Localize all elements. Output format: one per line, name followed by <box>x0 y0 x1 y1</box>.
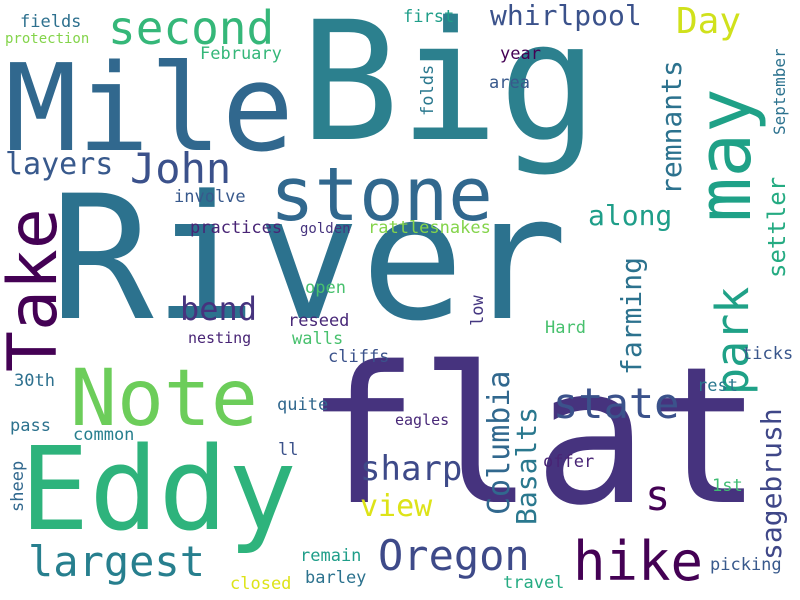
word-ticks: ticks <box>742 344 794 364</box>
word-state: state <box>553 379 680 428</box>
word-eddy: Eddy <box>20 423 297 557</box>
word-big: Big <box>300 0 599 178</box>
word-ll: ll <box>278 440 299 460</box>
word-largest: largest <box>28 537 206 586</box>
word-may: may <box>682 88 768 222</box>
word-take: Take <box>0 208 73 372</box>
word-picking: picking <box>710 555 782 575</box>
word-day: Day <box>676 1 742 42</box>
word-john: John <box>130 144 232 193</box>
word-s: s <box>645 471 671 520</box>
word-oregon: Oregon <box>378 531 530 580</box>
word-second: second <box>108 1 275 55</box>
word-hard: Hard <box>545 318 586 338</box>
word-practices: practices <box>190 218 283 238</box>
word-note: Note <box>70 354 258 444</box>
word-february: February <box>200 44 282 64</box>
word-september: September <box>770 48 789 135</box>
word-layers: layers <box>5 147 114 182</box>
word-remnants: remnants <box>655 60 688 195</box>
word-stone: stone <box>270 152 493 238</box>
word-pass: pass <box>10 416 51 436</box>
word-offer: offer <box>543 452 595 472</box>
word-involve: involve <box>174 187 246 207</box>
word-mile: Mile <box>5 40 294 179</box>
word-rattlesnakes: rattlesnakes <box>368 218 491 238</box>
word-settler: settler <box>763 176 791 278</box>
word-bend: bend <box>180 290 258 328</box>
word-travel: travel <box>503 573 565 593</box>
word-flat: flat <box>305 326 763 547</box>
word-cliffs: cliffs <box>328 347 390 367</box>
word-open: open <box>305 278 346 298</box>
word-first: first <box>403 7 455 27</box>
word-reseed: reseed <box>288 311 350 331</box>
word-common: common <box>73 425 135 445</box>
word-whirlpool: whirlpool <box>490 0 642 32</box>
word-sheep: sheep <box>8 460 28 512</box>
word-eagles: eagles <box>395 411 450 429</box>
word-walls: walls <box>292 329 344 349</box>
word-quite: quite <box>277 395 329 415</box>
word-1st: 1st <box>712 476 743 496</box>
word-sagebrush: sagebrush <box>755 408 788 560</box>
word-year: year <box>500 44 541 64</box>
word-remain: remain <box>300 546 362 566</box>
word-rest: rest <box>697 376 738 396</box>
word-barley: barley <box>305 568 367 588</box>
word-hike: hike <box>573 530 704 593</box>
word-along: along <box>588 199 673 232</box>
word-30th: 30th <box>14 371 55 391</box>
word-area: area <box>489 73 530 93</box>
word-fields: fields <box>20 12 82 32</box>
word-sharp: sharp <box>360 449 463 489</box>
word-basalts: Basalts <box>510 406 543 525</box>
word-golden: golden <box>300 221 351 237</box>
word-view: view <box>360 489 433 524</box>
word-river: River <box>50 158 568 359</box>
word-closed: closed <box>230 574 292 594</box>
word-folds: folds <box>418 64 438 116</box>
word-nesting: nesting <box>188 329 252 347</box>
word-protection: protection <box>5 31 90 47</box>
word-low: low <box>468 295 488 326</box>
word-farming: farming <box>615 256 648 375</box>
